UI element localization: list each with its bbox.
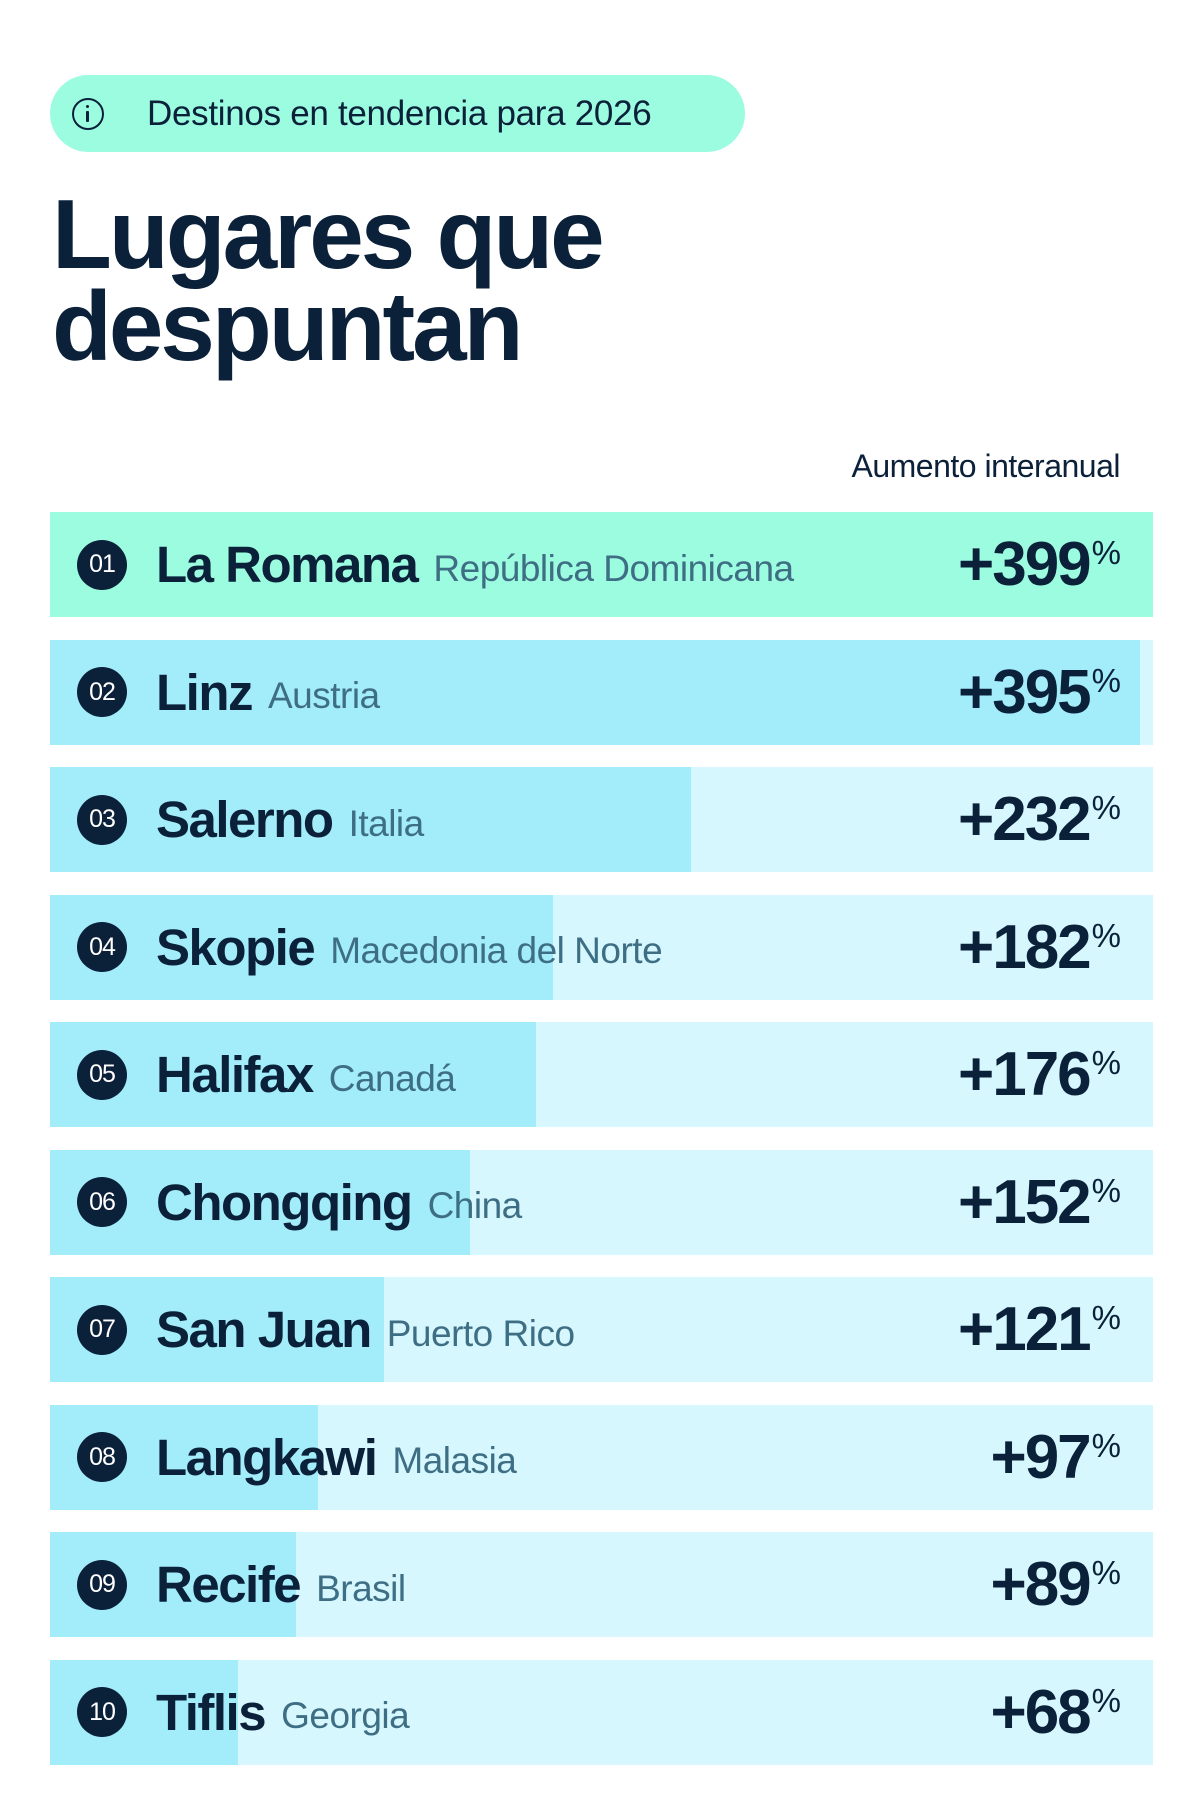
table-row: 09 Recife Brasil +89% bbox=[50, 1532, 1153, 1637]
rank-badge: 06 bbox=[77, 1177, 127, 1227]
growth-value: +232% bbox=[958, 789, 1121, 851]
rank-badge: 05 bbox=[77, 1049, 127, 1100]
rank-badge: 09 bbox=[77, 1559, 127, 1610]
country-name: Macedonia del Norte bbox=[330, 930, 663, 971]
destination-name: Langkawi bbox=[156, 1428, 378, 1486]
percent-sign: % bbox=[1091, 1044, 1121, 1081]
percent-sign: % bbox=[1091, 661, 1121, 699]
destination-name: Skopie bbox=[156, 918, 316, 976]
percent-sign: % bbox=[1091, 916, 1121, 954]
destination-name: San Juan bbox=[156, 1301, 372, 1358]
growth-value: +395% bbox=[958, 657, 1121, 727]
table-row: 05 Halifax Canadá +176% bbox=[50, 1022, 1153, 1127]
growth-number: +232 bbox=[958, 785, 1092, 854]
percent-sign: % bbox=[1091, 534, 1121, 571]
rank-badge: 04 bbox=[77, 922, 127, 972]
growth-value: +399% bbox=[958, 534, 1121, 596]
growth-number: +68 bbox=[990, 1677, 1091, 1747]
percent-sign: % bbox=[1091, 1171, 1121, 1209]
growth-number: +399 bbox=[958, 530, 1092, 599]
column-label: Aumento interanual bbox=[851, 448, 1120, 484]
table-row: 01 La Romana República Dominicana +399% bbox=[50, 512, 1153, 617]
rank-badge: 10 bbox=[77, 1687, 127, 1737]
percent-sign: % bbox=[1091, 789, 1121, 826]
country-name: Brasil bbox=[316, 1567, 406, 1609]
bar-fill bbox=[50, 767, 691, 872]
destination-name: Salerno bbox=[156, 791, 334, 848]
bar-fill bbox=[50, 639, 1140, 745]
growth-number: +97 bbox=[990, 1422, 1091, 1492]
growth-value: +176% bbox=[958, 1044, 1121, 1106]
destination-name: Tiflis bbox=[156, 1683, 267, 1741]
destination-name: Linz bbox=[156, 663, 253, 721]
info-icon[interactable] bbox=[72, 97, 104, 130]
growth-value: +97% bbox=[990, 1422, 1121, 1492]
percent-sign: % bbox=[1091, 1681, 1121, 1719]
country-name: China bbox=[427, 1185, 523, 1226]
country-name: Austria bbox=[267, 675, 380, 716]
country-name: República Dominicana bbox=[433, 547, 794, 589]
bar-fill bbox=[50, 512, 1153, 617]
growth-number: +121 bbox=[958, 1295, 1092, 1364]
country-name: Georgia bbox=[281, 1695, 410, 1736]
destination-name: Chongqing bbox=[156, 1173, 413, 1231]
growth-number: +182 bbox=[958, 912, 1092, 982]
trending-destinations-pill: Destinos en tendencia para 2026 bbox=[50, 75, 745, 152]
growth-value: +121% bbox=[958, 1299, 1121, 1361]
country-name: Canadá bbox=[328, 1057, 456, 1099]
growth-number: +395 bbox=[958, 657, 1092, 727]
destination-name: La Romana bbox=[156, 536, 419, 593]
bar-fill bbox=[50, 894, 553, 1000]
growth-number: +89 bbox=[990, 1550, 1091, 1619]
percent-sign: % bbox=[1091, 1554, 1121, 1591]
country-name: Italia bbox=[348, 802, 425, 844]
table-row: 04 Skopie Macedonia del Norte +182% bbox=[50, 894, 1153, 1000]
table-row: 08 Langkawi Malasia +97% bbox=[50, 1404, 1153, 1510]
title-line-1: Lugares que bbox=[52, 179, 605, 289]
country-name: Malasia bbox=[392, 1440, 517, 1481]
growth-value: +182% bbox=[958, 912, 1121, 982]
growth-value: +89% bbox=[990, 1554, 1121, 1616]
destination-name: Halifax bbox=[156, 1046, 314, 1103]
country-name: Puerto Rico bbox=[386, 1312, 575, 1354]
destination-name: Recife bbox=[156, 1556, 302, 1613]
page-title: Lugares que despuntan bbox=[52, 185, 605, 375]
percent-sign: % bbox=[1091, 1299, 1121, 1336]
table-row: 02 Linz Austria +395% bbox=[50, 639, 1153, 745]
growth-number: +152 bbox=[958, 1167, 1092, 1237]
table-row: 06 Chongqing China +152% bbox=[50, 1149, 1153, 1255]
title-line-2: despuntan bbox=[52, 271, 523, 381]
percent-sign: % bbox=[1091, 1426, 1121, 1464]
table-row: 07 San Juan Puerto Rico +121% bbox=[50, 1277, 1153, 1382]
pill-label: Destinos en tendencia para 2026 bbox=[147, 93, 652, 133]
rank-badge: 03 bbox=[77, 794, 127, 845]
rank-badge: 08 bbox=[77, 1432, 127, 1482]
growth-value: +152% bbox=[958, 1167, 1121, 1237]
rank-badge: 01 bbox=[77, 539, 127, 590]
ranking-list: 01 La Romana República Dominicana +399% 02 Li… bbox=[50, 512, 1153, 1787]
bar-fill bbox=[50, 1022, 537, 1127]
rank-badge: 02 bbox=[77, 667, 127, 717]
table-row: 03 Salerno Italia +232% bbox=[50, 767, 1153, 872]
table-row: 10 Tiflis Georgia +68% bbox=[50, 1659, 1153, 1765]
growth-value: +68% bbox=[990, 1677, 1121, 1747]
rank-badge: 07 bbox=[77, 1304, 127, 1355]
growth-number: +176 bbox=[958, 1040, 1092, 1109]
